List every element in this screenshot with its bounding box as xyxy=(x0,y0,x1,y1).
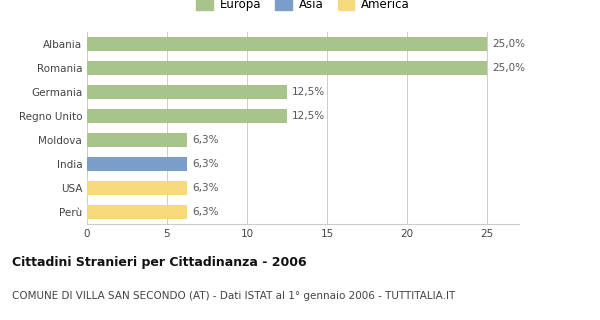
Legend: Europa, Asia, America: Europa, Asia, America xyxy=(196,0,410,11)
Text: 6,3%: 6,3% xyxy=(192,159,218,169)
Text: 12,5%: 12,5% xyxy=(292,111,325,121)
Bar xyxy=(87,85,287,99)
Bar xyxy=(87,109,287,123)
Bar xyxy=(87,157,187,171)
Text: 6,3%: 6,3% xyxy=(192,183,218,193)
Text: 6,3%: 6,3% xyxy=(192,135,218,145)
Bar xyxy=(87,37,487,51)
Text: 25,0%: 25,0% xyxy=(492,63,525,73)
Text: 12,5%: 12,5% xyxy=(292,87,325,97)
Bar xyxy=(87,205,187,219)
Bar xyxy=(87,133,187,147)
Text: 6,3%: 6,3% xyxy=(192,207,218,217)
Text: COMUNE DI VILLA SAN SECONDO (AT) - Dati ISTAT al 1° gennaio 2006 - TUTTITALIA.IT: COMUNE DI VILLA SAN SECONDO (AT) - Dati … xyxy=(12,291,455,301)
Bar xyxy=(87,61,487,75)
Text: 25,0%: 25,0% xyxy=(492,39,525,49)
Text: Cittadini Stranieri per Cittadinanza - 2006: Cittadini Stranieri per Cittadinanza - 2… xyxy=(12,256,307,269)
Bar xyxy=(87,181,187,195)
